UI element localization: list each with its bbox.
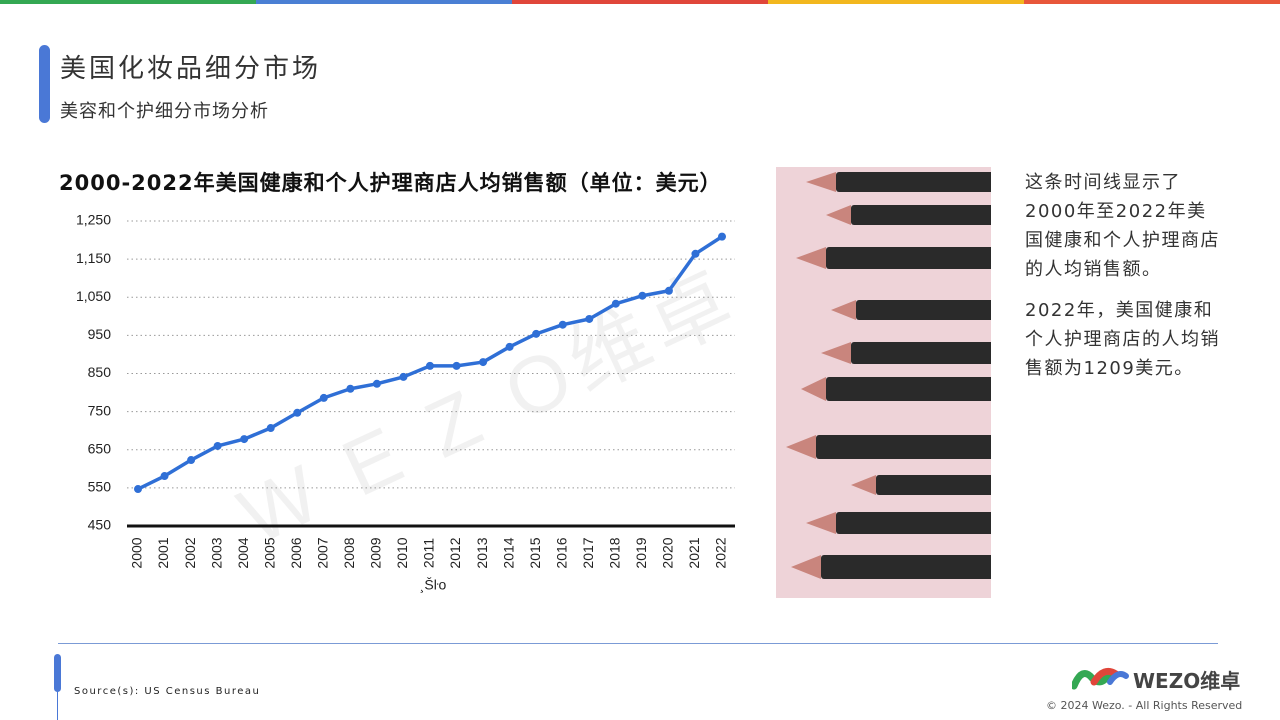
- y-tick-label: 1,150: [76, 250, 111, 266]
- side-paragraph: 2022年，美国健康和个人护理商店的人均销售额为1209美元。: [1025, 300, 1220, 379]
- data-point: [611, 299, 620, 308]
- x-tick-label: 2012: [447, 537, 463, 568]
- data-point: [479, 358, 488, 367]
- logo-text: WEZO维卓: [1133, 669, 1241, 693]
- x-tick-label: 2010: [394, 537, 410, 568]
- copyright: © 2024 Wezo. - All Rights Reserved: [1046, 699, 1243, 712]
- x-tick-label: 2018: [607, 537, 623, 568]
- x-tick-label: 2003: [208, 537, 224, 568]
- data-point: [399, 372, 408, 381]
- side-paragraph: 这条时间线显示了2000年至2022年美国健康和个人护理商店的人均销售额。: [1025, 172, 1220, 280]
- data-point: [691, 249, 700, 258]
- x-tick-label: 2009: [368, 537, 384, 568]
- y-tick-label: 850: [88, 364, 112, 380]
- y-tick-label: 650: [88, 440, 112, 456]
- x-tick-label: 2011: [421, 538, 437, 568]
- side-text: 这条时间线显示了2000年至2022年美国健康和个人护理商店的人均销售额。 20…: [1025, 168, 1225, 395]
- data-point: [452, 361, 461, 370]
- product-image: [776, 167, 991, 598]
- data-point: [372, 379, 381, 388]
- footer-accent-line: [57, 690, 58, 720]
- footer-accent: [54, 654, 61, 692]
- data-point: [293, 408, 302, 417]
- data-point: [346, 384, 355, 393]
- data-point: [426, 361, 434, 370]
- page-title: 美国化妆品细分市场: [60, 54, 322, 84]
- data-point: [505, 342, 514, 351]
- y-tick-label: 950: [88, 326, 112, 342]
- x-tick-label: 2006: [288, 537, 304, 568]
- x-tick-label: 2013: [474, 537, 490, 568]
- data-point: [558, 320, 567, 329]
- y-tick-label: 1,050: [76, 288, 111, 304]
- data-point: [638, 291, 647, 300]
- footer-rule: [58, 643, 1218, 644]
- pencils: [786, 172, 991, 579]
- chart-title: 2000-2022年美国健康和个人护理商店人均销售额（单位：美元）: [59, 171, 722, 195]
- source: Source(s): US Census Bureau: [74, 686, 261, 697]
- x-tick-label: 2019: [633, 537, 649, 568]
- x-tick-label: 2016: [553, 537, 569, 568]
- data-point: [718, 232, 726, 241]
- data-point: [664, 286, 673, 295]
- data-point: [266, 424, 275, 433]
- y-tick-label: 550: [88, 479, 112, 495]
- top-color-bar: [0, 0, 1280, 4]
- y-tick-label: 450: [88, 517, 112, 533]
- page-subtitle: 美容和个护细分市场分析: [60, 101, 269, 122]
- data-point: [187, 456, 196, 465]
- x-tick-label: 2001: [155, 537, 171, 568]
- x-tick-label: 2017: [580, 537, 596, 568]
- x-tick-label: 2005: [261, 537, 277, 568]
- x-tick-label: 2015: [527, 537, 543, 568]
- x-axis-label: ¸Šŀo: [420, 577, 447, 593]
- data-point: [532, 329, 541, 338]
- data-point: [213, 441, 222, 450]
- y-tick-label: 750: [88, 402, 112, 418]
- x-tick-label: 2007: [315, 537, 331, 568]
- data-point: [319, 393, 328, 402]
- x-tick-label: 2014: [500, 537, 516, 568]
- x-tick-label: 2021: [686, 537, 702, 568]
- x-tick-label: 2000: [129, 537, 145, 568]
- y-tick-label: 1,250: [76, 212, 111, 228]
- x-tick-label: 2022: [713, 537, 729, 568]
- logo-mark: [1070, 664, 1130, 690]
- x-tick-label: 2002: [182, 537, 198, 568]
- data-point: [240, 435, 249, 444]
- data-point: [160, 472, 169, 481]
- x-tick-label: 2008: [341, 537, 357, 568]
- header-accent: [39, 45, 50, 123]
- x-tick-label: 2004: [235, 537, 251, 568]
- data-point: [585, 314, 594, 323]
- data-point: [134, 485, 142, 494]
- x-tick-label: 2020: [660, 537, 676, 568]
